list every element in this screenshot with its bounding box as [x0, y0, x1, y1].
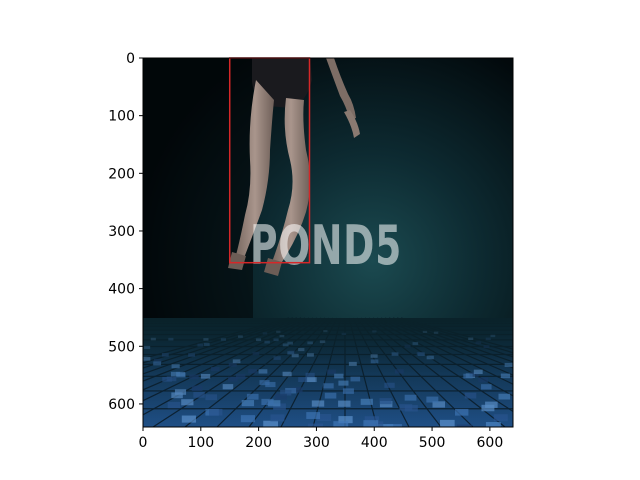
x-tick-label: 500 — [419, 435, 446, 451]
x-tick-label: 600 — [477, 435, 504, 451]
x-tick-label: 200 — [245, 435, 272, 451]
tiled-pool-floor — [143, 317, 513, 427]
y-tick-label: 200 — [108, 166, 135, 182]
x-tick-label: 0 — [139, 435, 148, 451]
x-tick-label: 400 — [361, 435, 388, 451]
y-tick-label: 500 — [108, 339, 135, 355]
x-tick-label: 100 — [187, 435, 214, 451]
x-tick-label: 300 — [303, 435, 330, 451]
y-tick-label: 400 — [108, 282, 135, 298]
swimmer-legs — [228, 58, 360, 276]
axes-frame — [142, 57, 514, 428]
y-tick-label: 300 — [108, 224, 135, 240]
y-tick-label: 100 — [108, 109, 135, 125]
y-axis: 0 100 200 300 400 500 600 — [108, 51, 143, 413]
y-tick-label: 0 — [126, 51, 135, 67]
underwater-photo: POND5 — [143, 58, 513, 427]
y-tick-label: 600 — [108, 397, 135, 413]
x-axis: 0 100 200 300 400 500 600 — [139, 427, 504, 451]
watermark-text: POND5 — [250, 214, 402, 277]
